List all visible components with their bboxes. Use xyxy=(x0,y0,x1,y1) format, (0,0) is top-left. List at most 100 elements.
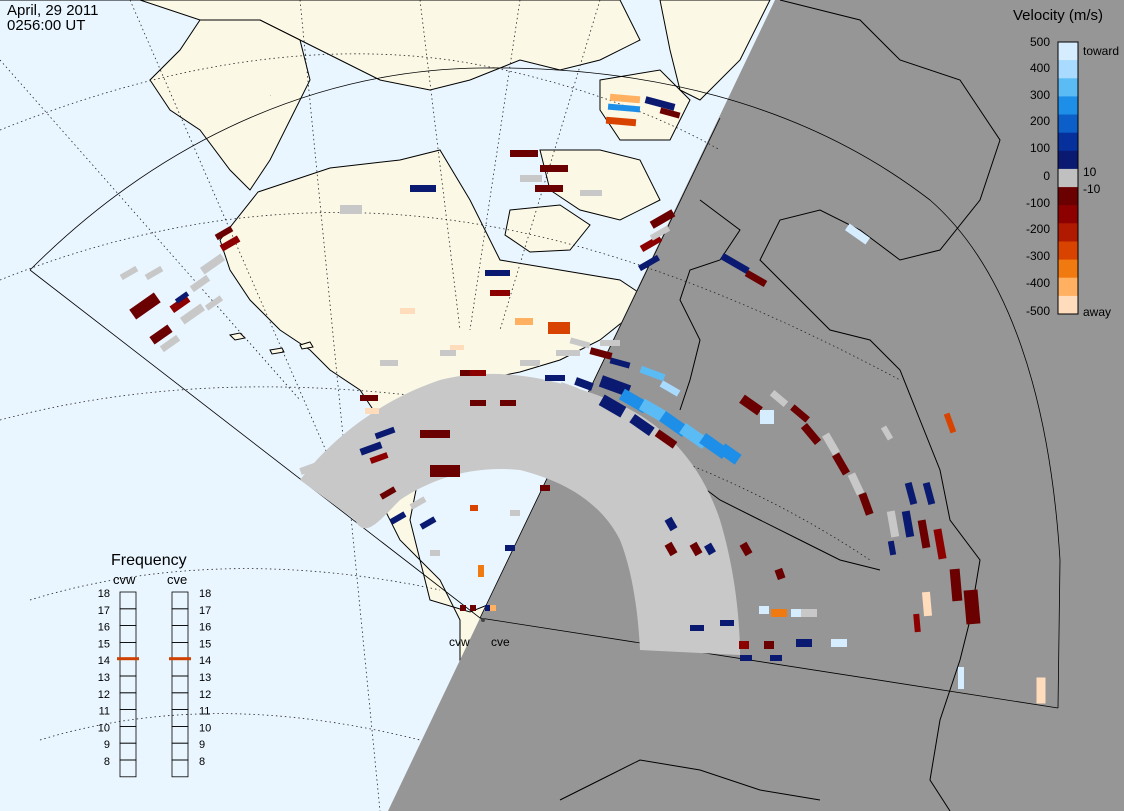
frequency-cve-tick: 13 xyxy=(199,672,211,684)
backscatter-cell xyxy=(832,452,850,476)
velocity-tick-label: 10 xyxy=(1083,165,1097,179)
frequency-cvw-cell xyxy=(119,608,137,626)
frequency-cvw-tick: 16 xyxy=(98,622,110,634)
backscatter-cell xyxy=(913,613,921,633)
frequency-cvw-tick: 13 xyxy=(98,672,110,684)
frequency-cvw-tick: 9 xyxy=(104,739,110,751)
velocity-colorbar-swatch xyxy=(1058,205,1078,224)
backscatter-cell xyxy=(339,436,361,451)
frequency-cvw-cell xyxy=(119,675,137,694)
frequency-cve-cell xyxy=(171,675,189,694)
velocity-tick-label: 300 xyxy=(1030,88,1050,102)
velocity-colorbar-ticks: 500400300200100100-10-100-200-300-400-50… xyxy=(1026,35,1101,318)
backscatter-cell xyxy=(790,404,810,423)
backscatter-cell xyxy=(219,235,241,252)
frequency-cve-tick: 16 xyxy=(199,622,211,634)
velocity-colorbar: Velocity (m/s) 500400300200100100-10-100… xyxy=(1013,7,1119,319)
frequency-cve-tick: 10 xyxy=(199,722,211,734)
frequency-cvw-tick: 10 xyxy=(98,722,110,734)
backscatter-cell xyxy=(887,540,897,556)
backscatter-cell xyxy=(214,225,234,241)
frequency-cvw-marker xyxy=(117,657,139,661)
backscatter-cell xyxy=(149,324,173,345)
velocity-colorbar-frame xyxy=(1057,41,1079,315)
aleutian-islands xyxy=(228,332,314,355)
frequency-cve-cell xyxy=(171,709,189,727)
velocity-tick-label: 100 xyxy=(1030,141,1050,155)
frequency-cvw-tick: 17 xyxy=(98,605,110,617)
backscatter-cell xyxy=(771,609,787,617)
backscatter-cell xyxy=(545,375,565,381)
frequency-cve-marker xyxy=(169,657,191,661)
backscatter-cell xyxy=(520,175,542,182)
frequency-cvw-tick: 18 xyxy=(98,588,110,600)
frequency-cve-tick: 15 xyxy=(199,638,211,650)
backscatter-cell xyxy=(400,308,415,314)
frequency-cve-tick: 14 xyxy=(199,655,211,667)
backscatter-cell xyxy=(901,510,915,538)
backscatter-cell xyxy=(664,516,678,532)
backscatter-cell xyxy=(540,485,550,491)
backscatter-cell xyxy=(718,443,742,465)
frequency-cve-tick: 18 xyxy=(199,588,211,600)
backscatter-cell xyxy=(380,360,398,366)
frequency-cve-cell xyxy=(171,742,189,761)
backscatter-cell xyxy=(485,605,491,611)
velocity-tick-label: -10 xyxy=(1083,182,1101,196)
backscatter-cell xyxy=(649,225,671,241)
velocity-toward-label: toward xyxy=(1083,44,1119,58)
backscatter-cell xyxy=(505,545,515,551)
backscatter-cell xyxy=(638,398,670,424)
backscatter-cell xyxy=(460,605,466,611)
backscatter-cell xyxy=(720,620,734,626)
backscatter-cell xyxy=(369,452,389,464)
backscatter-cell xyxy=(1036,677,1046,704)
backscatter-cell xyxy=(460,370,476,376)
backscatter-cell xyxy=(470,605,476,611)
backscatter-cell xyxy=(490,605,496,611)
backscatter-cell xyxy=(470,505,478,511)
backscatter-cell xyxy=(822,432,840,456)
backscatter-cell xyxy=(659,380,681,397)
frequency-columns: 18 18 17 17 16 16 15 15 14 14 13 13 12 12 11 11 10 10 9 9 8 8 xyxy=(98,588,211,778)
velocity-tick-label: -200 xyxy=(1026,222,1050,236)
backscatter-cell xyxy=(690,625,704,631)
timestamp-time: 0256:00 UT xyxy=(7,17,86,34)
backscatter-cell xyxy=(174,291,190,304)
backscatter-cell xyxy=(605,116,637,127)
frequency-cve-cell xyxy=(171,642,189,660)
backscatter-cell xyxy=(774,567,786,581)
ground-scatter-layer xyxy=(300,373,740,655)
backscatter-cell xyxy=(844,223,871,245)
greenland-landmass xyxy=(659,0,771,101)
velocity-colorbar-swatches xyxy=(1057,41,1079,315)
backscatter-cell xyxy=(450,345,464,350)
frequency-cve-cell xyxy=(171,692,189,710)
backscatter-cell xyxy=(886,510,900,538)
radar-label-cvw: cvw xyxy=(449,635,470,649)
velocity-colorbar-swatch xyxy=(1058,114,1078,134)
backscatter-cell xyxy=(649,209,676,229)
backscatter-cell xyxy=(129,292,161,320)
velocity-colorbar-swatch xyxy=(1058,60,1078,79)
radar-sites: cvw cve xyxy=(449,618,510,649)
frequency-cve-tick: 12 xyxy=(199,689,211,701)
velocity-colorbar-swatch xyxy=(1058,78,1078,97)
frequency-cve-cell xyxy=(171,591,189,610)
backscatter-cell xyxy=(389,511,407,525)
arctic-island-2 xyxy=(504,204,591,253)
frequency-cve-tick: 9 xyxy=(199,739,205,751)
backscatter-cell xyxy=(470,400,486,406)
backscatter-cell xyxy=(739,641,749,649)
backscatter-cell xyxy=(760,410,774,424)
backscatter-cell xyxy=(540,165,568,172)
backscatter-cell xyxy=(659,107,681,119)
backscatter-cell xyxy=(917,519,931,549)
frequency-cvw-label: cvw xyxy=(113,572,136,587)
backscatter-cell xyxy=(379,486,397,500)
backscatter-cell xyxy=(609,93,641,104)
frequency-cvw-cell xyxy=(119,759,137,778)
velocity-colorbar-swatch xyxy=(1058,150,1078,170)
